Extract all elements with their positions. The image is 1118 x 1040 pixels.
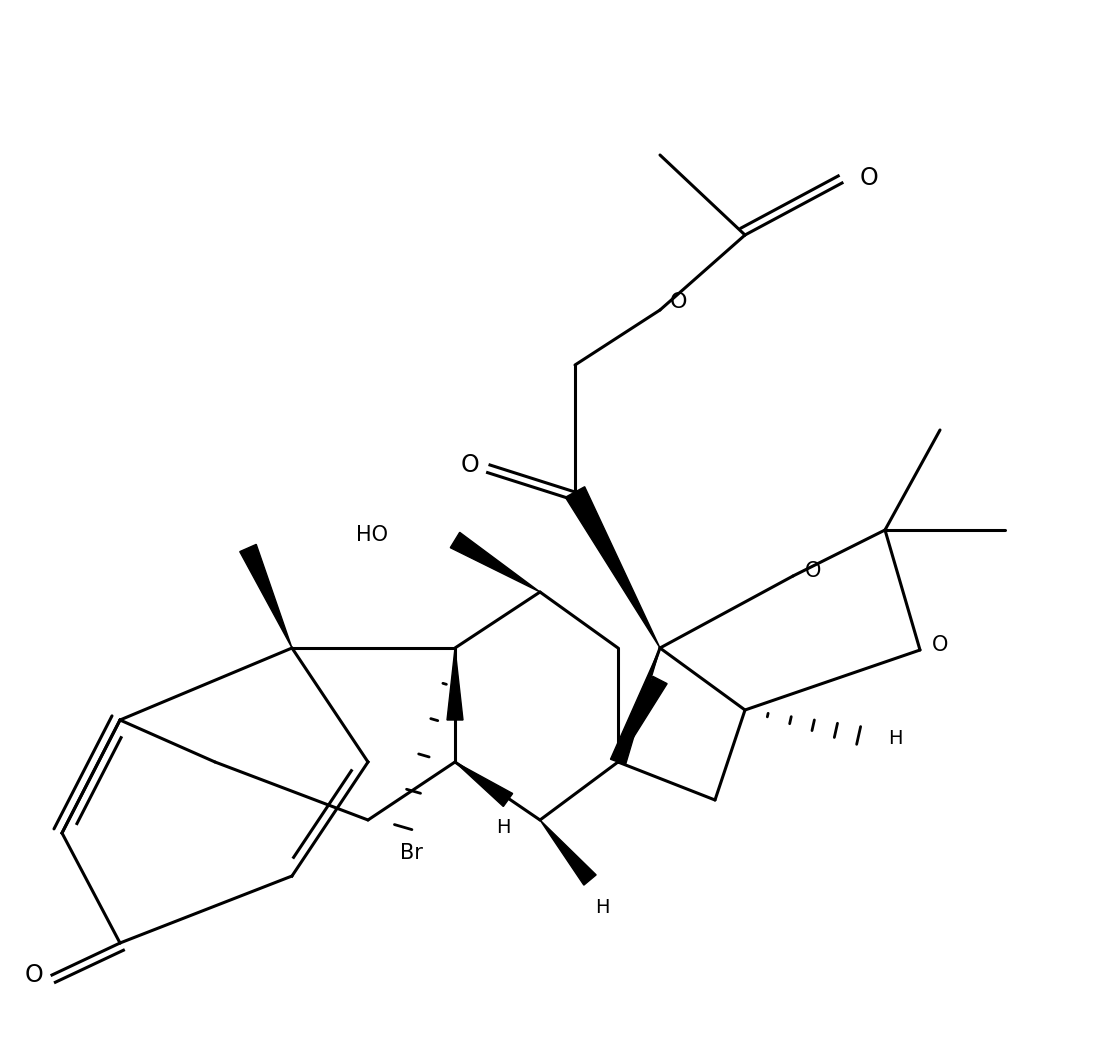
Text: HO: HO: [356, 525, 388, 545]
Text: O: O: [932, 635, 948, 655]
Text: H: H: [495, 818, 510, 837]
Polygon shape: [447, 648, 463, 720]
Text: H: H: [888, 728, 902, 748]
Polygon shape: [451, 532, 540, 592]
Text: O: O: [461, 453, 480, 477]
Text: O: O: [805, 561, 822, 581]
Text: O: O: [25, 963, 44, 987]
Polygon shape: [610, 648, 660, 764]
Polygon shape: [618, 676, 667, 762]
Text: O: O: [860, 166, 879, 190]
Polygon shape: [455, 762, 513, 806]
Polygon shape: [239, 544, 292, 648]
Text: H: H: [595, 898, 609, 917]
Polygon shape: [566, 487, 660, 648]
Text: Br: Br: [400, 843, 423, 863]
Text: O: O: [670, 292, 688, 312]
Polygon shape: [540, 820, 596, 885]
